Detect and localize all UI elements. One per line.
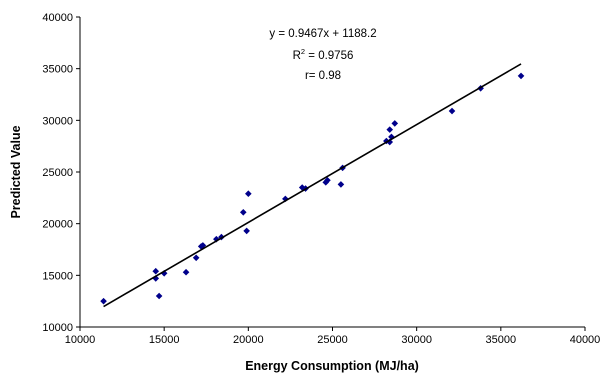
data-point <box>337 181 345 188</box>
data-point <box>324 176 331 184</box>
trendline <box>103 63 522 308</box>
correlation-label: r= 0.98 <box>305 70 341 82</box>
data-points <box>100 72 525 305</box>
tick-labels: 10000 15000 20000 25000 30000 35000 40000 10000… <box>42 12 600 346</box>
data-point <box>448 107 456 115</box>
data-point <box>152 267 160 275</box>
y-tick-label: 20000 <box>42 219 73 231</box>
y-tick-label: 10000 <box>42 322 73 334</box>
data-point <box>388 133 395 141</box>
data-point <box>386 126 394 133</box>
data-point <box>322 179 330 186</box>
data-point <box>182 268 190 276</box>
y-tick-label: 15000 <box>42 270 73 282</box>
y-tick-label: 25000 <box>42 167 73 179</box>
x-tick-label: 25000 <box>317 334 348 346</box>
y-tick-label: 35000 <box>42 64 73 76</box>
r-squared-superscript: 2 <box>301 47 305 56</box>
y-tick-label: 40000 <box>42 12 73 24</box>
x-tick-label: 20000 <box>233 334 264 346</box>
r-squared-prefix: R <box>293 50 301 62</box>
trendline-group <box>103 63 522 308</box>
r-squared-value: = 0.9756 <box>305 50 353 62</box>
trendline-equation: y = 0.9467x + 1188.2 <box>269 28 376 40</box>
x-axis-title: Energy Consumption (MJ/ha) <box>245 359 419 373</box>
x-tick-label: 10000 <box>65 334 96 346</box>
x-tick-label: 30000 <box>401 334 432 346</box>
data-point <box>245 190 252 197</box>
y-axis-title: Predicted Value <box>9 125 23 218</box>
data-point <box>192 254 200 262</box>
data-point <box>391 120 399 127</box>
r-squared-label: R2 = 0.9756 <box>293 47 354 62</box>
data-point <box>160 269 168 277</box>
data-point <box>517 72 525 80</box>
data-point <box>100 297 107 305</box>
data-point <box>155 292 163 300</box>
x-tick-label: 35000 <box>486 334 517 346</box>
data-point <box>386 138 394 146</box>
x-tick-label: 40000 <box>570 334 601 346</box>
data-point <box>239 209 247 216</box>
y-tick-label: 30000 <box>42 115 73 127</box>
x-tick-label: 15000 <box>149 334 180 346</box>
data-point <box>243 227 250 235</box>
